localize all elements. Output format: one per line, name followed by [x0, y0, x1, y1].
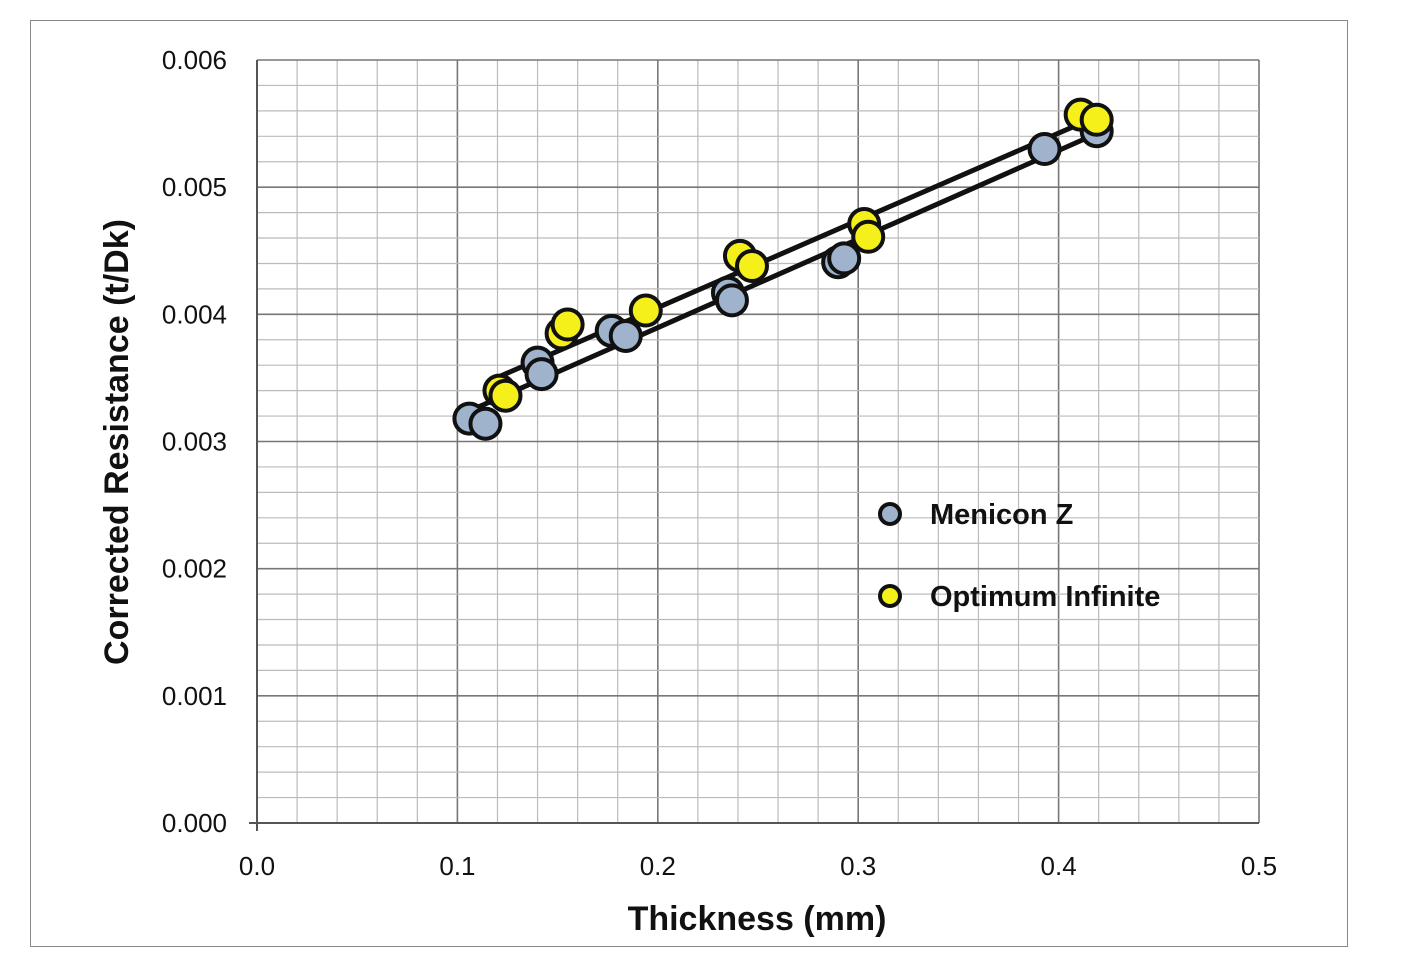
data-point: [827, 241, 862, 276]
legend-marker: [878, 584, 902, 608]
y-tick-label: 0.004: [162, 299, 227, 329]
data-point: [468, 406, 503, 441]
x-tick-label: 0.3: [840, 851, 876, 881]
legend-label: Optimum Infinite: [930, 581, 1160, 613]
chart-frame: [30, 20, 1348, 947]
data-point: [734, 249, 769, 284]
data-point: [550, 307, 585, 342]
y-tick-label: 0.000: [162, 808, 227, 838]
data-point: [851, 219, 886, 254]
trendline: [498, 114, 1098, 379]
data-point: [1027, 132, 1062, 167]
y-tick-label: 0.001: [162, 681, 227, 711]
data-point: [488, 378, 523, 413]
x-axis-label: Thickness (mm): [628, 900, 887, 938]
x-tick-label: 0.0: [239, 851, 275, 881]
x-tick-label: 0.4: [1041, 851, 1077, 881]
legend-label: Menicon Z: [930, 499, 1073, 531]
y-tick-label: 0.002: [162, 554, 227, 584]
x-tick-label: 0.1: [439, 851, 475, 881]
y-tick-label: 0.006: [162, 45, 227, 75]
trendline: [468, 131, 1098, 414]
x-tick-label: 0.5: [1241, 851, 1277, 881]
legend-marker: [878, 502, 902, 526]
x-tick-label: 0.2: [640, 851, 676, 881]
data-point: [628, 293, 663, 328]
y-axis-label: Corrected Resistance (t/Dk): [98, 219, 136, 665]
data-point: [714, 283, 749, 318]
data-point: [608, 318, 643, 353]
y-tick-label: 0.005: [162, 172, 227, 202]
y-tick-label: 0.003: [162, 427, 227, 457]
data-point: [524, 357, 559, 392]
data-point: [1079, 102, 1114, 137]
